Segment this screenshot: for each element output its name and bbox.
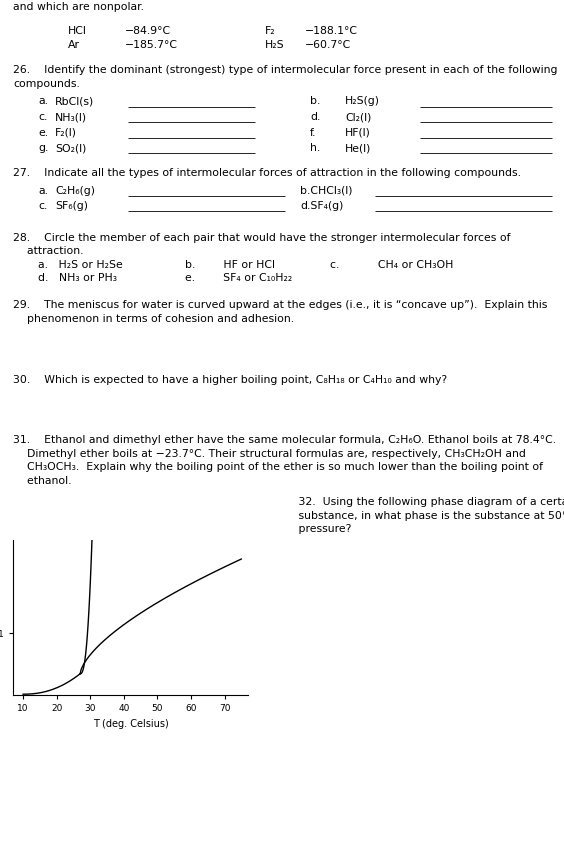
Text: C₂H₆(g): C₂H₆(g) (55, 186, 95, 196)
Text: substance, in what phase is the substance at 50°C and 1 atm: substance, in what phase is the substanc… (295, 511, 564, 521)
Text: 28.    Circle the member of each pair that would have the stronger intermolecula: 28. Circle the member of each pair that … (13, 233, 510, 243)
Text: f.: f. (310, 128, 316, 138)
Text: 30.    Which is expected to have a higher boiling point, C₈H₁₈ or C₄H₁₀ and why?: 30. Which is expected to have a higher b… (13, 374, 447, 385)
Text: e.        SF₄ or C₁₀H₂₂: e. SF₄ or C₁₀H₂₂ (185, 273, 292, 283)
Text: c.: c. (38, 112, 47, 122)
X-axis label: T (deg. Celsius): T (deg. Celsius) (92, 719, 169, 729)
Text: 26.    Identify the dominant (strongest) type of intermolecular force present in: 26. Identify the dominant (strongest) ty… (13, 66, 557, 76)
Text: b.: b. (310, 96, 320, 106)
Text: SF₆(g): SF₆(g) (55, 201, 88, 211)
Text: CH₃OCH₃.  Explain why the boiling point of the ether is so much lower than the b: CH₃OCH₃. Explain why the boiling point o… (13, 462, 543, 472)
Text: d.   NH₃ or PH₃: d. NH₃ or PH₃ (38, 273, 117, 283)
Text: phenomenon in terms of cohesion and adhesion.: phenomenon in terms of cohesion and adhe… (13, 314, 294, 324)
Text: Cl₂(l): Cl₂(l) (345, 112, 371, 122)
Text: d.SF₄(g): d.SF₄(g) (300, 201, 343, 211)
Text: c.: c. (38, 201, 47, 211)
Text: −60.7°C: −60.7°C (305, 40, 351, 50)
Text: attraction.: attraction. (13, 246, 83, 256)
Text: RbCl(s): RbCl(s) (55, 96, 94, 106)
Text: 29.    The meniscus for water is curved upward at the edges (i.e., it is “concav: 29. The meniscus for water is curved upw… (13, 300, 548, 311)
Text: F₂: F₂ (265, 26, 276, 37)
Text: 32.  Using the following phase diagram of a certain: 32. Using the following phase diagram of… (295, 498, 564, 507)
Text: a.: a. (38, 96, 48, 106)
Text: 31.    Ethanol and dimethyl ether have the same molecular formula, C₂H₆O. Ethano: 31. Ethanol and dimethyl ether have the … (13, 436, 556, 445)
Text: H₂S(g): H₂S(g) (345, 96, 380, 106)
Text: d.: d. (310, 112, 320, 122)
Text: ethanol.: ethanol. (13, 476, 72, 486)
Text: and which are nonpolar.: and which are nonpolar. (13, 2, 144, 12)
Text: SO₂(l): SO₂(l) (55, 143, 86, 153)
Text: pressure?: pressure? (295, 524, 351, 534)
Text: −84.9°C: −84.9°C (125, 26, 171, 37)
Text: HF(l): HF(l) (345, 128, 371, 138)
Text: He(l): He(l) (345, 143, 371, 153)
Text: e.: e. (38, 128, 48, 138)
Text: compounds.: compounds. (13, 79, 80, 89)
Text: NH₃(l): NH₃(l) (55, 112, 87, 122)
Text: Dimethyl ether boils at −23.7°C. Their structural formulas are, respectively, CH: Dimethyl ether boils at −23.7°C. Their s… (13, 448, 526, 459)
Text: 27.    Indicate all the types of intermolecular forces of attraction in the foll: 27. Indicate all the types of intermolec… (13, 168, 521, 178)
Text: −188.1°C: −188.1°C (305, 26, 358, 37)
Text: F₂(l): F₂(l) (55, 128, 77, 138)
Text: c.           CH₄ or CH₃OH: c. CH₄ or CH₃OH (330, 260, 453, 270)
Text: b.        HF or HCl: b. HF or HCl (185, 260, 275, 270)
Text: b.CHCl₃(l): b.CHCl₃(l) (300, 186, 352, 196)
Text: g.: g. (38, 143, 49, 153)
Text: H₂S: H₂S (265, 40, 285, 50)
Text: a.   H₂S or H₂Se: a. H₂S or H₂Se (38, 260, 123, 270)
Text: h.: h. (310, 143, 320, 153)
Text: HCl: HCl (68, 26, 87, 37)
Text: −185.7°C: −185.7°C (125, 40, 178, 50)
Text: Ar: Ar (68, 40, 80, 50)
Text: a.: a. (38, 186, 48, 196)
